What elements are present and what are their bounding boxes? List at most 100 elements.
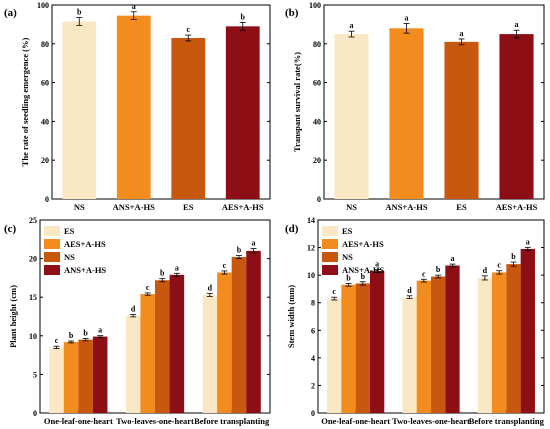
x-tick-label: Two-leaves-one-heart [116,416,194,426]
bar [63,341,79,413]
bar [334,34,369,199]
y-tick-label: 25 [29,216,37,225]
y-tick-label: 5 [33,370,37,379]
bar [225,26,260,200]
significance-letter: d [483,266,488,275]
significance-letter: c [332,287,336,296]
bar [327,298,342,413]
significance-letter: b [511,252,516,261]
bar [499,34,534,199]
plot-frame [323,4,545,200]
y-axis-label: Transpant survival rate(%) [292,52,302,152]
legend-swatch [322,239,338,249]
bar [246,250,261,413]
bar [171,37,206,200]
bar [155,280,170,413]
legend-label: NS [64,252,75,262]
y-tick-label: 14 [307,216,315,225]
legend-label: ANS+A-HS [342,265,384,275]
bar [445,265,460,413]
x-tick-label: NS [74,202,85,212]
bar [140,294,155,413]
significance-letter: c [186,25,190,34]
y-axis-label: Plant height (cm) [8,285,18,348]
y-tick-label: 2 [311,381,315,390]
bar [477,277,493,413]
significance-letter: a [405,13,409,22]
bar [402,297,417,413]
x-tick-label: One-leaf-one-heart [44,416,113,426]
bar [416,280,431,413]
bar [169,274,185,413]
y-tick-label: 80 [41,40,49,49]
plot-frame [51,4,271,200]
y-tick-label: 60 [313,79,321,88]
y-tick-label: 12 [307,244,315,253]
significance-letter: b [77,8,82,17]
bar [369,271,385,413]
y-tick-label: 0 [33,409,37,418]
x-tick-label: AES+A-HS [496,202,538,212]
significance-letter: b [69,331,74,340]
significance-letter: b [436,265,441,274]
legend-label: AES+A-HS [342,239,384,249]
y-tick-label: 8 [311,299,315,308]
significance-letter: a [132,2,136,11]
bar [116,15,151,200]
y-tick-label: 10 [29,332,37,341]
x-tick-label: One-leaf-one-heart [321,416,390,426]
legend-swatch [322,252,338,262]
legend-swatch [322,226,338,236]
x-tick-label: ES [183,202,194,212]
x-tick-label: ANS+A-HS [385,202,427,212]
y-tick-label: 100 [309,1,321,10]
significance-letter: b [83,329,88,338]
bar [444,41,479,199]
significance-letter: c [223,261,227,270]
x-tick-label: ES [456,202,467,212]
legend-label: NS [342,252,353,262]
bar [49,347,64,413]
bar [231,257,247,413]
y-tick-label: 20 [313,156,321,165]
y-axis-label: The rate of seedling emergence (%) [20,38,30,167]
legend-swatch [44,226,60,236]
significance-letter: a [450,254,454,263]
x-tick-label: Before transplanting [469,416,545,426]
x-tick-label: AES+A-HS [222,202,264,212]
legend-swatch [44,252,60,262]
significance-letter: a [350,21,354,30]
legend-swatch [44,265,60,275]
significance-letter: a [460,29,464,38]
bar [389,28,424,200]
bar [202,294,218,413]
x-tick-label: NS [346,202,357,212]
y-tick-label: 4 [311,354,315,363]
bar [78,339,93,413]
significance-letter: d [131,305,136,314]
y-tick-label: 15 [29,293,37,302]
significance-letter: b [160,269,165,278]
significance-letter: d [208,283,213,292]
bar [125,315,141,413]
significance-letter: c [55,336,59,345]
y-tick-label: 10 [307,271,315,280]
bar [492,272,507,413]
significance-letter: a [375,260,379,269]
bar [341,284,356,413]
y-tick-label: 20 [29,255,37,264]
significance-letter: b [346,273,351,282]
significance-letter: d [407,286,412,295]
legend-label: ANS+A-HS [64,265,106,275]
legend-label: AES+A-HS [64,239,106,249]
y-axis-label: Stem width (mm) [286,285,296,348]
significance-letter: a [98,326,102,335]
significance-letter: c [422,269,426,278]
significance-letter: b [237,246,242,255]
legend-label: ES [342,226,353,236]
x-tick-label: Before transplanting [194,416,270,426]
significance-letter: a [252,239,256,248]
bar [520,248,535,413]
y-tick-label: 100 [37,1,49,10]
